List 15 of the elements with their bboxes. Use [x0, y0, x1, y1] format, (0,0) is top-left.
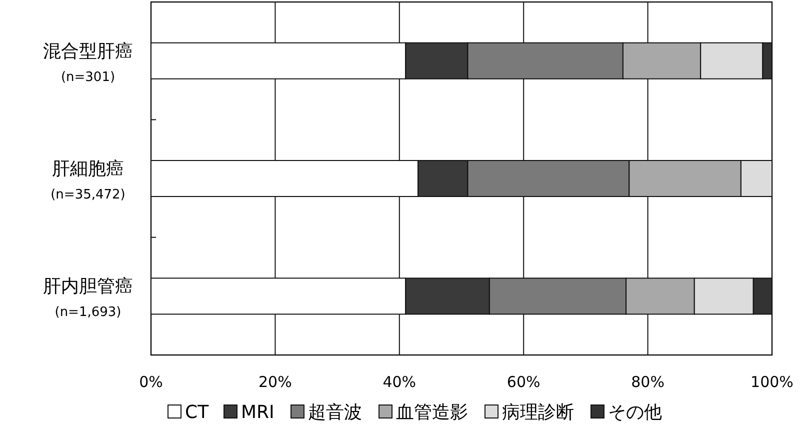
x-tick-label: 60%	[506, 373, 540, 391]
y-tick-label: 肝内胆管癌 (n=1,693)	[43, 276, 133, 320]
legend-label: 血管造影	[396, 402, 468, 423]
x-tick-label: 100%	[750, 373, 794, 391]
x-tick-label: 80%	[631, 373, 664, 391]
x-tick-label: 0%	[139, 373, 163, 391]
y-tick-label: 混合型肝癌 (n=301)	[43, 40, 133, 85]
x-tick-label: 20%	[258, 373, 292, 391]
legend-label: MRI	[241, 402, 274, 423]
legend-label: 病理診断	[502, 402, 574, 423]
legend-label: 超音波	[308, 402, 362, 423]
legend-label: CT	[185, 402, 210, 423]
y-tick-label: 肝細胞癌 (n=35,472)	[50, 158, 126, 202]
x-tick-label: 40%	[382, 373, 416, 391]
legend-label: その他	[608, 402, 662, 423]
